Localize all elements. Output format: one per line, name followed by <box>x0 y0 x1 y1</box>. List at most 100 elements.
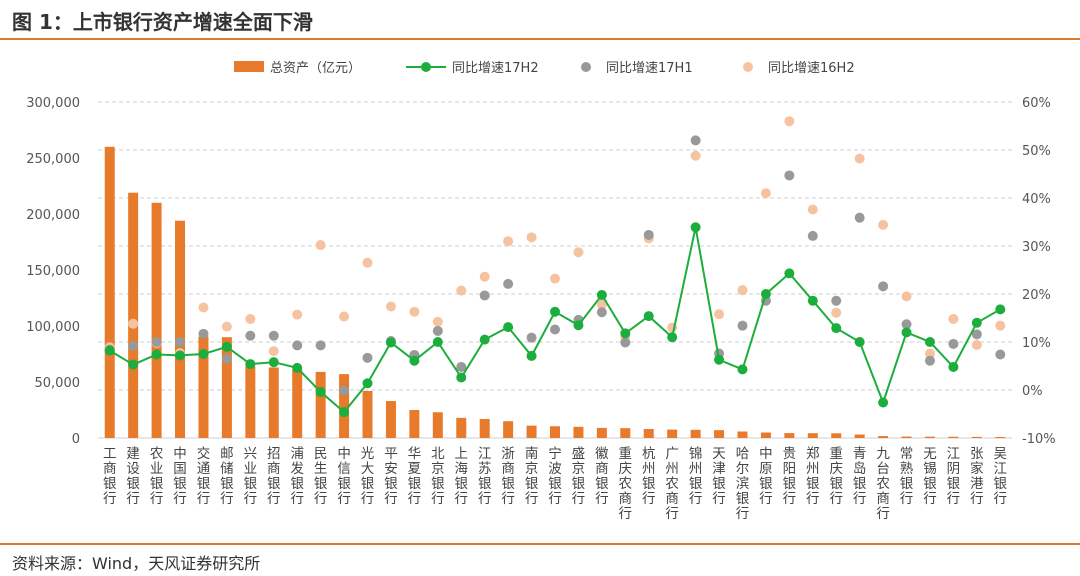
point-17h2 <box>643 311 654 322</box>
dot-16h2 <box>901 291 912 302</box>
dot-17h1 <box>268 330 279 341</box>
category-label: 北京银行 <box>431 446 445 507</box>
right-tick-label: 30% <box>1022 240 1051 255</box>
category-label: 贵阳银行 <box>783 446 797 507</box>
point-17h2 <box>198 349 209 359</box>
bar <box>151 202 162 438</box>
point-17h2 <box>479 334 490 345</box>
legend-swatch-line-marker <box>421 62 431 72</box>
dot-16h2 <box>221 321 232 332</box>
chart-legend: 总资产（亿元） 同比增速17H2 同比增速17H1 同比增速16H2 <box>234 61 855 76</box>
bar <box>175 220 186 438</box>
dot-16h2 <box>292 309 303 320</box>
point-17h2 <box>948 361 959 372</box>
left-tick-label: 200,000 <box>26 208 80 223</box>
grid-lines <box>98 101 1012 439</box>
category-label: 哈尔滨银行 <box>736 446 750 522</box>
bar-series <box>104 146 1006 439</box>
left-tick-label: 50,000 <box>35 376 81 391</box>
dot-17h1 <box>690 135 701 146</box>
bar <box>526 425 537 438</box>
point-17h2 <box>315 386 326 397</box>
category-label: 徽商银行 <box>595 446 609 507</box>
category-label: 建设银行 <box>126 446 140 507</box>
legend-swatch-16h2 <box>743 62 753 72</box>
dot-17h1 <box>526 332 537 343</box>
category-labels: 工商银行建设银行农业银行中国银行交通银行邮储银行兴业银行招商银行浦发银行民生银行… <box>103 445 1008 522</box>
point-17h2 <box>737 364 748 375</box>
dot-17h1 <box>901 319 912 330</box>
dot-16h2 <box>385 301 396 312</box>
scatter-series-16h2 <box>104 116 1006 359</box>
dot-17h1 <box>362 352 373 363</box>
point-17h2 <box>339 407 350 418</box>
point-17h2 <box>151 349 162 360</box>
point-17h2 <box>760 289 771 299</box>
category-label: 盛京银行 <box>572 446 586 507</box>
legend-swatch-bar <box>234 61 264 72</box>
category-label: 上海银行 <box>455 446 469 507</box>
dot-16h2 <box>409 306 420 317</box>
category-label: 中原银行 <box>759 446 773 507</box>
dot-17h1 <box>432 325 443 336</box>
dot-16h2 <box>690 150 701 161</box>
right-tick-label: 10% <box>1022 336 1051 351</box>
dot-16h2 <box>526 232 537 243</box>
figure-title: 图 1：上市银行资产增速全面下滑 <box>12 10 313 34</box>
category-label: 江苏银行 <box>478 446 492 507</box>
right-tick-label: 0% <box>1022 384 1043 399</box>
left-tick-label: 150,000 <box>26 264 80 279</box>
category-label: 南京银行 <box>525 446 539 507</box>
dot-16h2 <box>760 188 771 199</box>
dot-16h2 <box>503 236 514 247</box>
dot-16h2 <box>456 285 467 296</box>
category-label: 郑州银行 <box>806 446 820 507</box>
category-label: 农业银行 <box>150 446 164 507</box>
category-label: 广州农商行 <box>665 446 679 522</box>
asset-growth-chart: 总资产（亿元） 同比增速17H2 同比增速17H1 同比增速16H2 0 50,000 1… <box>26 61 1056 522</box>
dot-17h1 <box>784 170 795 181</box>
right-tick-label: 20% <box>1022 288 1051 303</box>
bar <box>807 433 818 438</box>
category-label: 天津银行 <box>712 446 726 507</box>
bar <box>971 436 982 438</box>
legend-swatch-17h1 <box>581 62 591 72</box>
bar <box>714 430 725 438</box>
bar <box>948 436 959 438</box>
bar <box>737 431 748 438</box>
point-17h2 <box>901 327 912 338</box>
source-note: 资料来源：Wind，天风证券研究所 <box>12 554 261 573</box>
dot-16h2 <box>573 247 584 258</box>
category-label: 中信银行 <box>337 446 351 507</box>
dot-17h1 <box>831 295 842 306</box>
dot-16h2 <box>995 320 1006 331</box>
point-17h2 <box>128 359 139 370</box>
bar <box>315 371 326 438</box>
right-tick-label: -10% <box>1022 432 1056 447</box>
dot-16h2 <box>948 313 959 324</box>
category-label: 邮储银行 <box>220 446 234 507</box>
bar <box>128 192 139 438</box>
category-label: 招商银行 <box>267 446 281 507</box>
bar <box>432 412 443 438</box>
category-label: 平安银行 <box>384 446 398 507</box>
category-label: 江阴银行 <box>947 446 961 507</box>
category-label: 无锡银行 <box>923 446 937 507</box>
bar <box>784 433 795 438</box>
category-label: 中国银行 <box>173 446 187 507</box>
bar <box>245 366 256 438</box>
dot-16h2 <box>362 257 373 268</box>
point-17h2 <box>245 359 256 370</box>
dot-17h1 <box>995 349 1006 360</box>
dot-17h1 <box>643 229 654 240</box>
dot-16h2 <box>714 309 725 320</box>
bar <box>268 367 279 438</box>
point-17h2 <box>104 345 115 356</box>
bar <box>690 429 701 438</box>
dot-17h1 <box>971 329 982 340</box>
right-tick-label: 60% <box>1022 96 1051 111</box>
point-17h2 <box>456 372 467 383</box>
category-label: 浦发银行 <box>290 446 304 507</box>
dot-16h2 <box>924 348 935 359</box>
dot-16h2 <box>854 153 865 164</box>
